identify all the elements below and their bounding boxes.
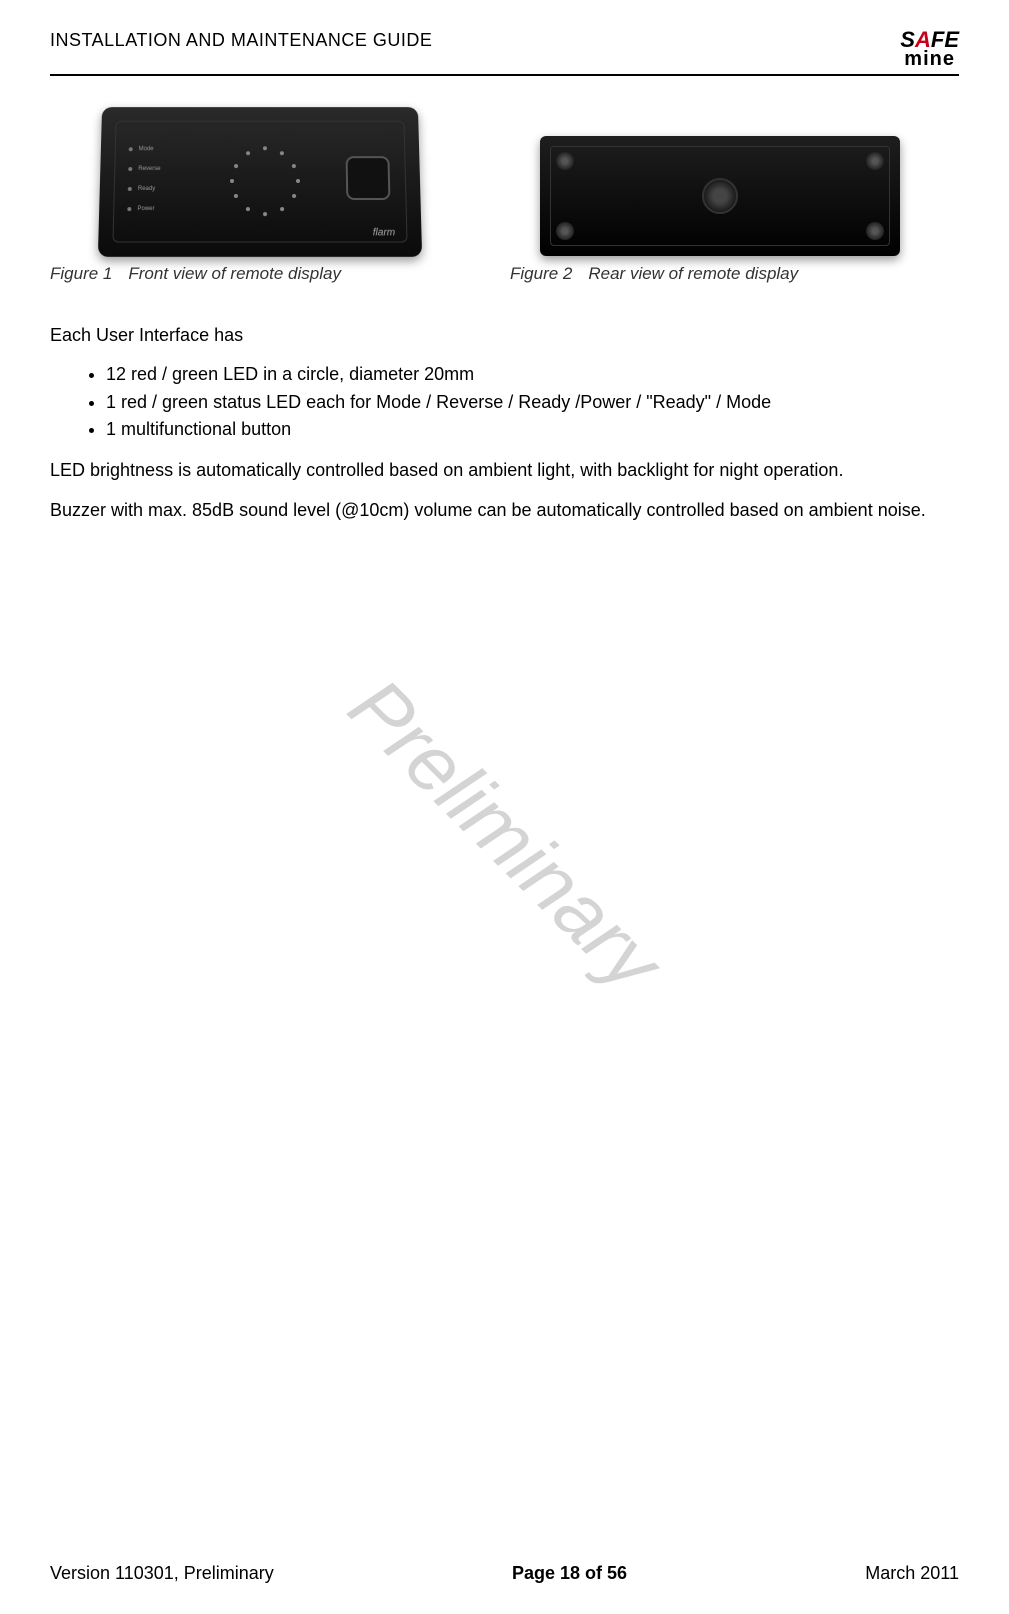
- bullet-item: 1 multifunctional button: [106, 418, 959, 441]
- logo-bottom: mine: [904, 50, 955, 68]
- screw-icon: [866, 152, 884, 170]
- device-rear-icon: [540, 136, 900, 256]
- bullet-item: 1 red / green status LED each for Mode /…: [106, 391, 959, 414]
- fig1-num: Figure 1: [50, 264, 112, 284]
- watermark: Preliminary: [331, 661, 679, 1009]
- safemine-logo: SAFE mine: [900, 30, 959, 68]
- bullet-list: 12 red / green LED in a circle, diameter…: [50, 363, 959, 441]
- connector-icon: [702, 178, 738, 214]
- footer-date: March 2011: [865, 1563, 959, 1584]
- fig1-text: Front view of remote display: [128, 264, 341, 284]
- fig2-text: Rear view of remote display: [588, 264, 798, 284]
- fig2-num: Figure 2: [510, 264, 572, 284]
- bullet-item: 12 red / green LED in a circle, diameter…: [106, 363, 959, 386]
- header-title: INSTALLATION AND MAINTENANCE GUIDE: [50, 30, 432, 51]
- figure-1-caption: Figure 1 Front view of remote display: [50, 264, 470, 284]
- paragraph-brightness: LED brightness is automatically controll…: [50, 459, 959, 482]
- device-front-icon: Mode Reverse Ready Power: [98, 107, 422, 257]
- figure-2-block: Figure 2 Rear view of remote display: [510, 136, 930, 284]
- figure-2-image: [510, 136, 930, 256]
- figure-2-caption: Figure 2 Rear view of remote display: [510, 264, 930, 284]
- led-circle-icon: [230, 146, 300, 216]
- footer-version: Version 110301, Preliminary: [50, 1563, 274, 1584]
- figures-row: Mode Reverse Ready Power: [50, 106, 959, 284]
- logo-top: SAFE: [900, 30, 959, 50]
- page-footer: Version 110301, Preliminary Page 18 of 5…: [50, 1563, 959, 1584]
- multifunction-button-icon: [346, 156, 391, 200]
- body-content: Each User Interface has 12 red / green L…: [50, 324, 959, 522]
- screw-icon: [866, 222, 884, 240]
- footer-page: Page 18 of 56: [512, 1563, 627, 1584]
- figure-1-image: Mode Reverse Ready Power: [50, 106, 470, 256]
- brand-label: flarm: [373, 227, 396, 238]
- screw-icon: [556, 222, 574, 240]
- paragraph-buzzer: Buzzer with max. 85dB sound level (@10cm…: [50, 499, 959, 522]
- figure-1-block: Mode Reverse Ready Power: [50, 106, 470, 284]
- logo-a: A: [915, 27, 931, 52]
- intro-line: Each User Interface has: [50, 324, 959, 347]
- screw-icon: [556, 152, 574, 170]
- page-header: INSTALLATION AND MAINTENANCE GUIDE SAFE …: [50, 30, 959, 76]
- status-column: Mode Reverse Ready Power: [127, 146, 161, 212]
